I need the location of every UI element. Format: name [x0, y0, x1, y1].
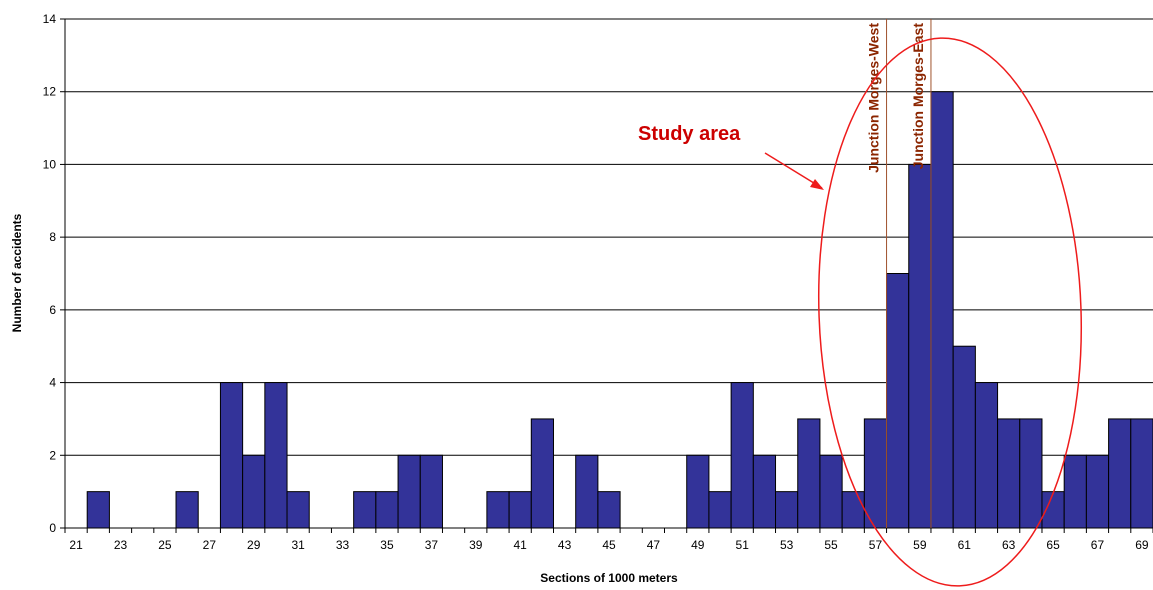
- bar: [952, 345, 976, 529]
- x-tick-label: 51: [736, 538, 750, 552]
- study-area-label: Study area: [638, 123, 741, 145]
- gridlines: [65, 18, 1153, 456]
- bar: [686, 454, 710, 529]
- x-tick-label: 27: [203, 538, 217, 552]
- bar: [508, 491, 532, 529]
- junction-label: Junction Morges-West: [866, 23, 882, 173]
- y-tick-label: 14: [43, 12, 57, 26]
- bar: [286, 491, 310, 529]
- bar: [1063, 454, 1087, 529]
- bar: [219, 382, 244, 529]
- x-tick-label: 63: [1002, 538, 1016, 552]
- y-tick-label: 4: [49, 376, 56, 390]
- y-axis-title: Number of accidents: [10, 213, 24, 332]
- bar: [797, 418, 821, 529]
- study-area-ellipse: [817, 37, 1083, 587]
- y-tick-label: 0: [49, 521, 56, 535]
- x-tick-label: 65: [1046, 538, 1060, 552]
- junction-label: Junction Morges-East: [910, 23, 926, 170]
- bar: [530, 418, 554, 529]
- bar: [397, 454, 421, 529]
- x-tick-label: 53: [780, 538, 794, 552]
- x-tick-label: 33: [336, 538, 350, 552]
- bar: [1130, 418, 1153, 529]
- y-tick-label: 8: [49, 230, 56, 244]
- study-area-arrow-shaft: [764, 152, 823, 189]
- bar: [419, 454, 443, 529]
- bar: [1085, 454, 1110, 529]
- x-tick-label: 67: [1091, 538, 1105, 552]
- bar: [1019, 418, 1043, 529]
- bar: [575, 454, 599, 529]
- x-tick-label: 41: [514, 538, 528, 552]
- study-area-arrow-head: [810, 179, 824, 190]
- x-tick-label: 23: [114, 538, 128, 552]
- x-tick-labels: 21 23 25 27 29 31 33 35 37 39 41 43 45 47 49 51 53 55 57 59…: [69, 538, 1148, 552]
- axes: [60, 18, 1153, 533]
- bar: [242, 454, 266, 529]
- bar: [974, 382, 999, 529]
- bar: [730, 382, 754, 529]
- bar: [930, 91, 954, 529]
- x-tick-label: 35: [380, 538, 394, 552]
- x-tick-label: 31: [291, 538, 305, 552]
- x-axis-title: Sections of 1000 meters: [540, 571, 678, 585]
- x-tick-label: 25: [158, 538, 172, 552]
- bar: [708, 491, 732, 529]
- bar: [486, 491, 510, 529]
- bars: [86, 91, 1153, 529]
- x-tick-label: 69: [1135, 538, 1149, 552]
- y-tick-labels: 0 2 4 6 8 10 12 14: [43, 12, 57, 535]
- x-tick-label: 21: [69, 538, 83, 552]
- x-tick-label: 55: [824, 538, 838, 552]
- bar: [886, 273, 910, 529]
- bar: [863, 418, 888, 529]
- y-tick-label: 2: [49, 448, 56, 462]
- x-tick-label: 57: [869, 538, 883, 552]
- x-tick-label: 45: [602, 538, 616, 552]
- x-tick-label: 29: [247, 538, 261, 552]
- bar: [597, 491, 621, 529]
- x-tick-label: 39: [469, 538, 483, 552]
- bar: [264, 382, 288, 529]
- x-tick-label: 47: [647, 538, 661, 552]
- bar: [353, 491, 377, 529]
- bar: [1108, 418, 1132, 529]
- x-tick-label: 49: [691, 538, 705, 552]
- y-tick-label: 12: [43, 85, 57, 99]
- bar: [841, 491, 865, 529]
- bar: [752, 454, 777, 529]
- bar: [175, 491, 199, 529]
- bar: [86, 491, 110, 529]
- study-area-annotation: Junction Morges-West Junction Morges-East: [764, 19, 1083, 587]
- bar: [908, 163, 932, 529]
- bar: [375, 491, 399, 529]
- x-tick-label: 59: [913, 538, 927, 552]
- x-tick-label: 37: [425, 538, 439, 552]
- y-tick-label: 10: [43, 157, 57, 171]
- x-tick-label: 43: [558, 538, 572, 552]
- bar: [997, 418, 1021, 529]
- x-tick-label: 61: [958, 538, 972, 552]
- bar: [775, 491, 799, 529]
- y-tick-label: 6: [49, 303, 56, 317]
- bar: [819, 454, 843, 529]
